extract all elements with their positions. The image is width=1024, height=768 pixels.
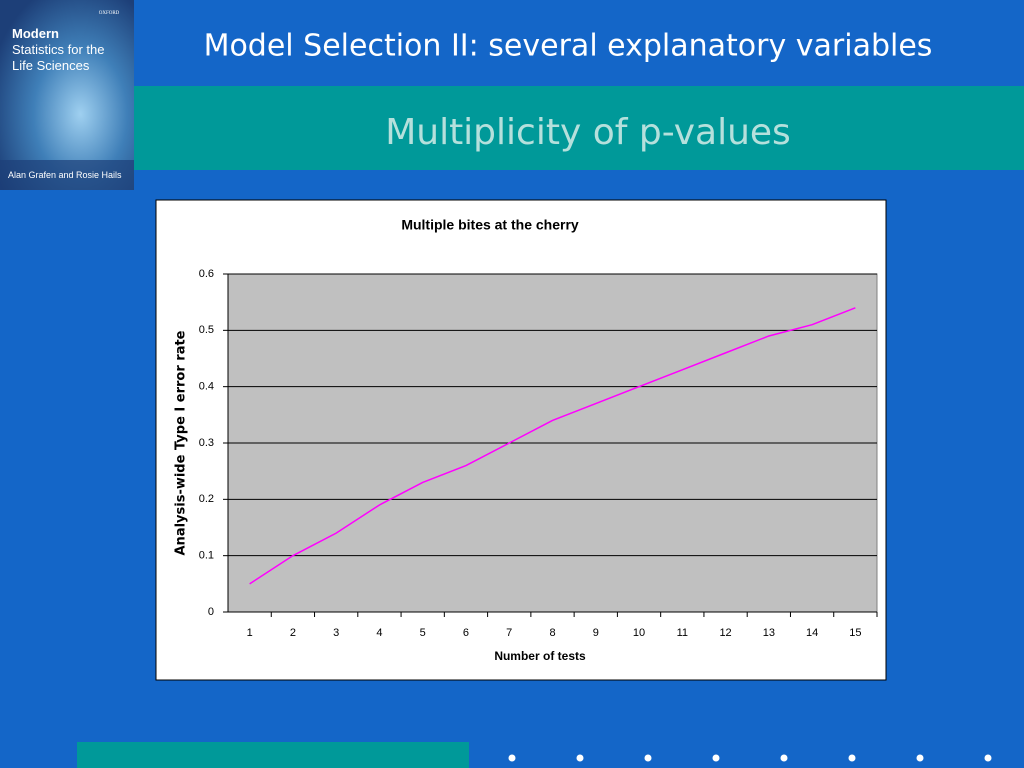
- slide-subtitle: Multiplicity of p-values: [385, 112, 791, 153]
- x-tick-label: 3: [333, 627, 339, 639]
- x-tick-label: 8: [549, 627, 555, 639]
- x-axis-label: Number of tests: [494, 649, 586, 663]
- publisher: OXFORD: [99, 11, 120, 16]
- y-tick-label: 0.1: [199, 550, 214, 562]
- x-tick-label: 1: [247, 627, 253, 639]
- x-tick-label: 6: [463, 627, 469, 639]
- x-tick-label: 10: [633, 627, 645, 639]
- y-axis-label: Analysis-wide Type I error rate: [174, 330, 189, 555]
- book-authors: Alan Grafen and Rosie Hails: [8, 170, 122, 180]
- y-tick-label: 0.4: [199, 381, 214, 393]
- book-title-line: Modern: [12, 26, 59, 41]
- subtitle-band: [134, 86, 1024, 170]
- x-tick-label: 14: [806, 627, 818, 639]
- footer-dots: [508, 754, 992, 762]
- y-tick-label: 0.5: [199, 324, 214, 336]
- footer-band: [77, 742, 469, 768]
- x-tick-label: 12: [719, 627, 731, 639]
- book-title-line: Life Sciences: [12, 58, 90, 73]
- y-tick-label: 0.2: [199, 493, 214, 505]
- x-tick-label: 5: [420, 627, 426, 639]
- x-tick-label: 4: [376, 627, 382, 639]
- cover-strip: [0, 160, 134, 190]
- x-tick-label: 9: [593, 627, 599, 639]
- data-line: [249, 307, 856, 585]
- y-tick-label: 0.6: [199, 268, 214, 280]
- slide-title: Model Selection II: several explanatory …: [204, 29, 933, 64]
- x-tick-label: 7: [506, 627, 512, 639]
- book-cover: [0, 0, 134, 190]
- x-tick-label: 2: [290, 627, 296, 639]
- x-tick-label: 13: [763, 627, 775, 639]
- x-tick-label: 11: [677, 627, 688, 639]
- x-tick-label: 15: [849, 627, 861, 639]
- book-title-line: Statistics for the: [12, 42, 104, 57]
- y-tick-label: 0.3: [199, 437, 214, 449]
- y-tick-label: 0: [208, 606, 214, 618]
- chart-title: Multiple bites at the cherry: [401, 217, 579, 233]
